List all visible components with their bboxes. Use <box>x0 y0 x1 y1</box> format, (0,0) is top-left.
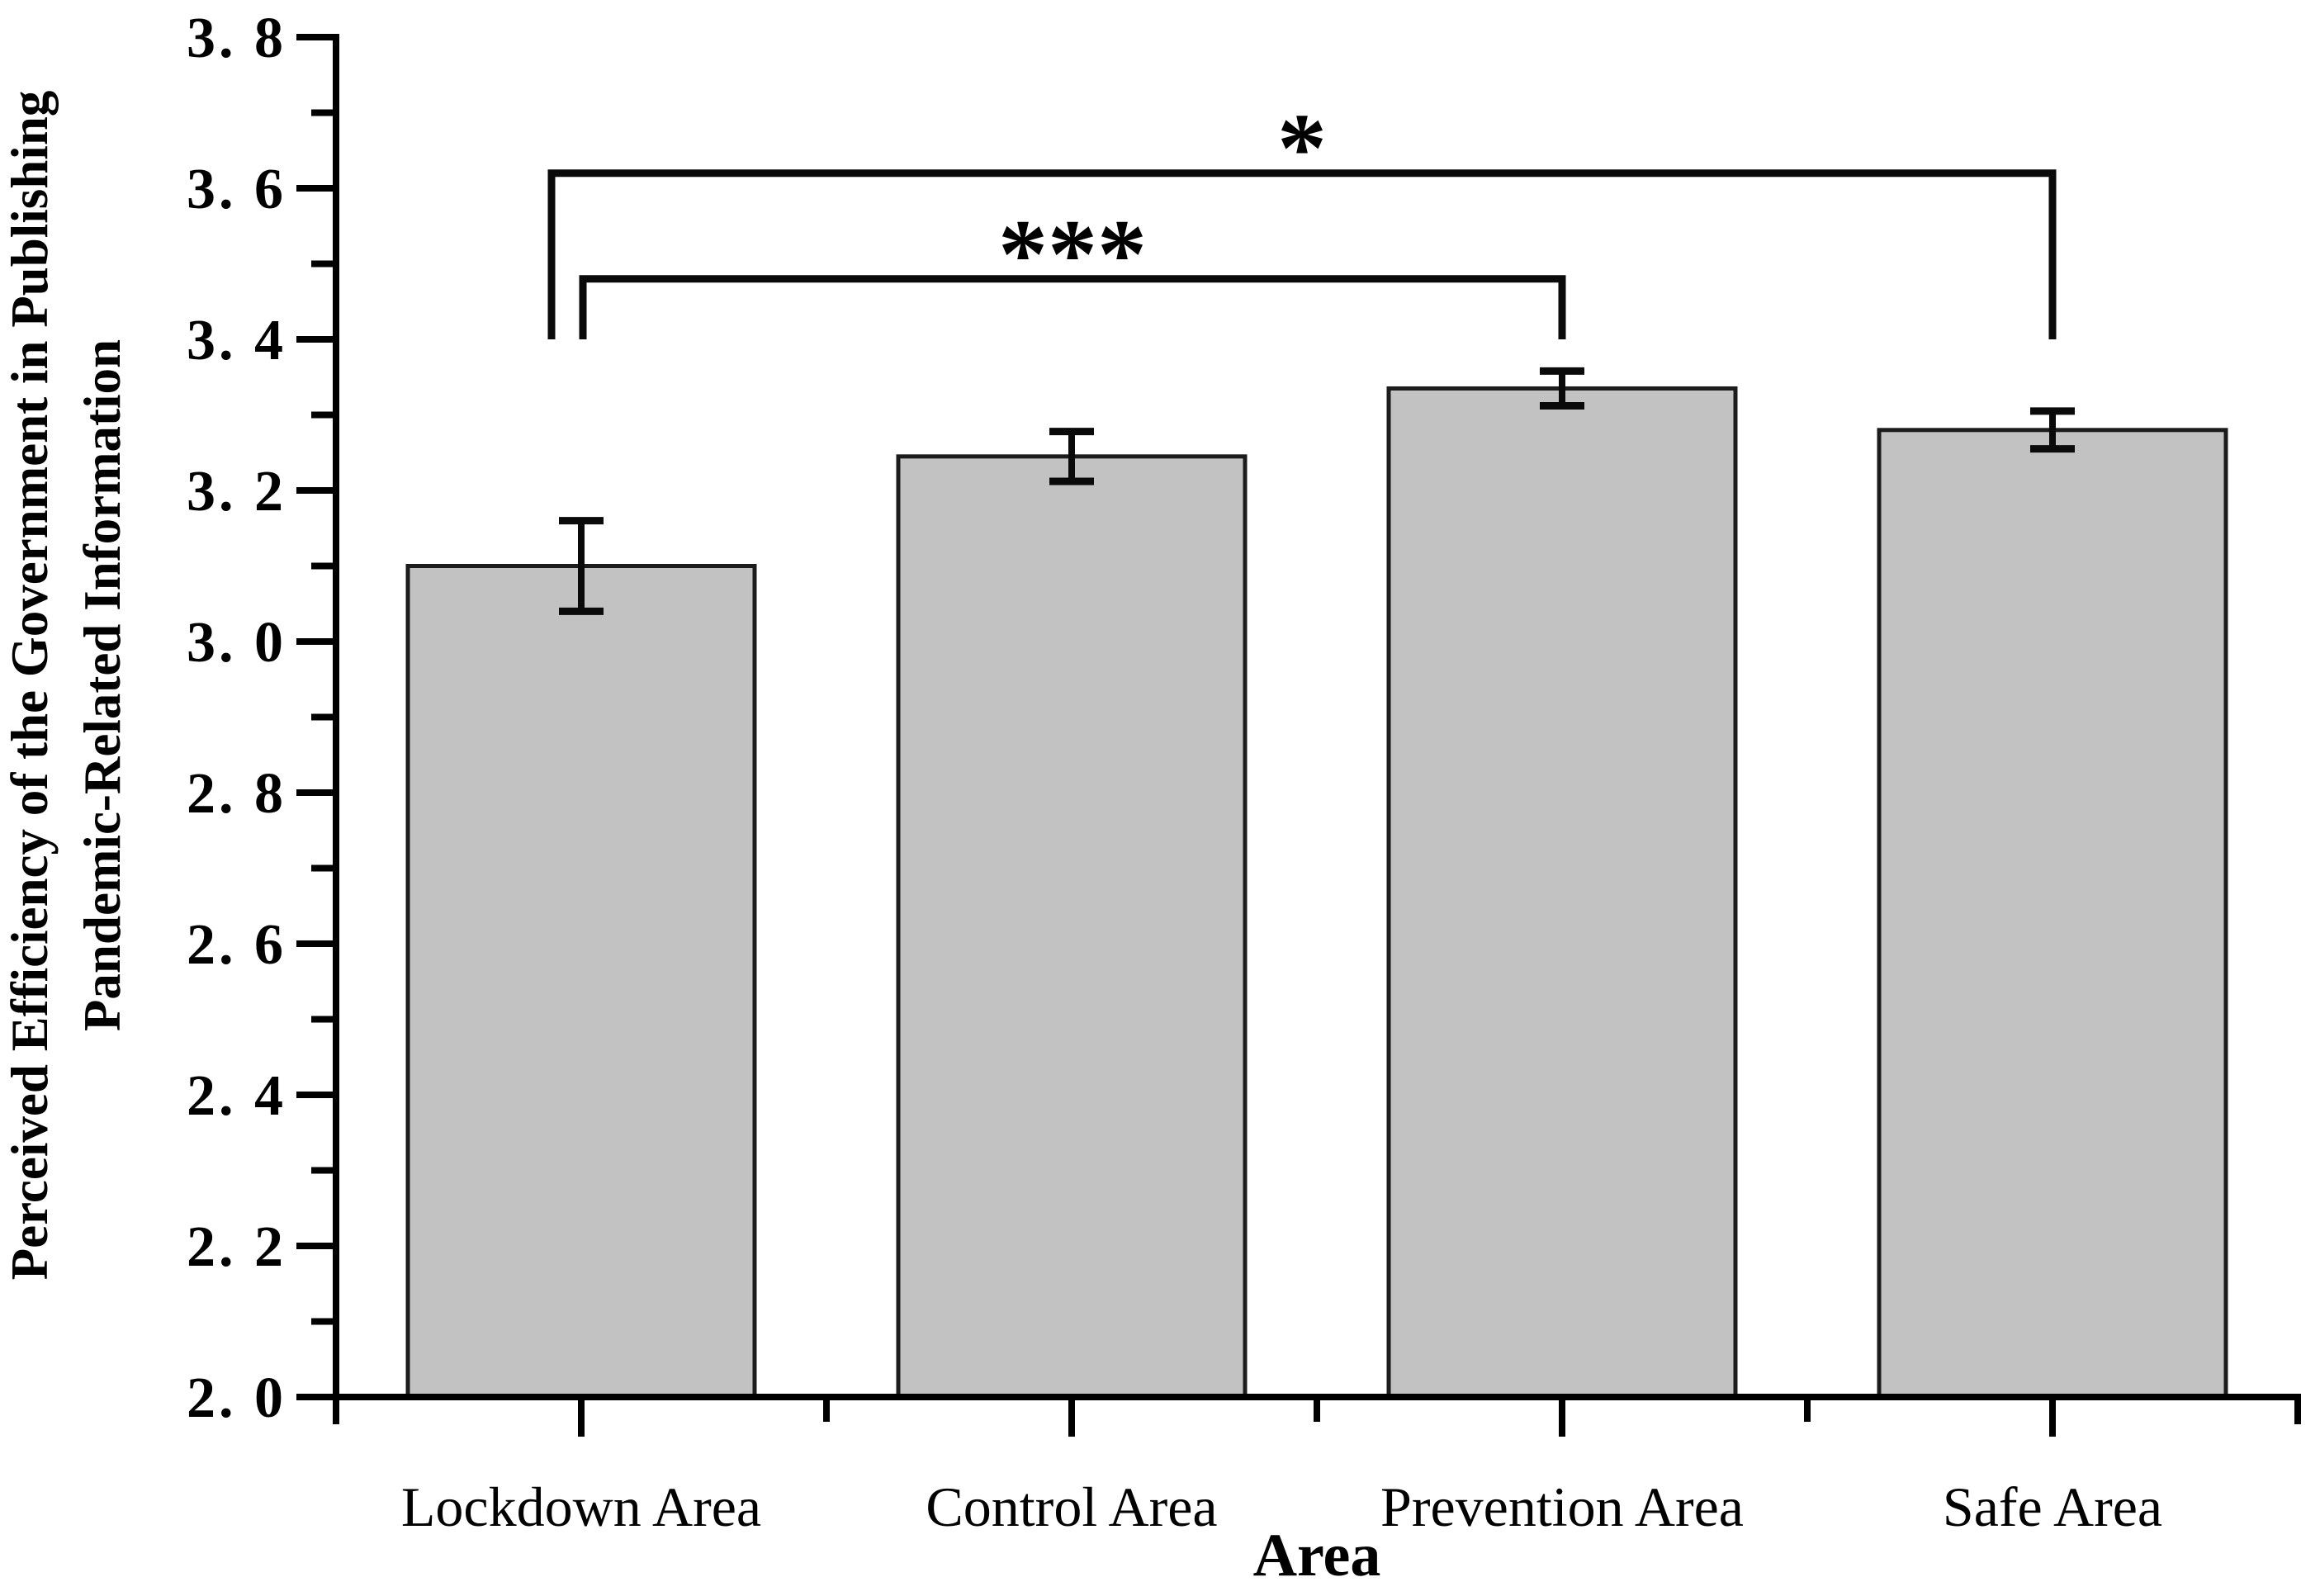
y-tick-label: 3. 6 <box>187 158 286 221</box>
error-bar-safe-area <box>2030 407 2075 453</box>
y-axis-label-line2: Pandemic-Related Information <box>73 339 131 1031</box>
y-tick-label: 2. 4 <box>187 1064 286 1128</box>
bar-safe-area <box>1877 428 2228 1399</box>
error-bar-lockdown-area <box>559 517 604 615</box>
y-tick-label: 2. 2 <box>187 1215 286 1279</box>
bar-control-area <box>896 454 1248 1399</box>
y-tick-label: 2. 0 <box>187 1366 286 1430</box>
error-bars-layer <box>559 367 2075 615</box>
y-axis-label-line1: Perceived Efficiency of the Government i… <box>1 91 59 1281</box>
bar-prevention-area <box>1386 386 1738 1399</box>
y-tick-label: 2. 8 <box>187 762 286 826</box>
x-category-label-lockdown-area: Lockdown Area <box>401 1475 761 1538</box>
axes-layer: 2. 0 2. 2 2. 4 2. 6 2. 8 3. 0 3. 2 3. 4 3. 6 3. 8… <box>187 7 2301 1538</box>
bars-layer <box>405 386 2228 1399</box>
y-tick-label: 3. 8 <box>187 7 286 70</box>
significance-label: * <box>1277 93 1327 203</box>
y-tick-label: 3. 4 <box>187 309 286 372</box>
y-tick-label: 3. 0 <box>187 611 286 675</box>
x-category-label-safe-area: Safe Area <box>1943 1475 2162 1538</box>
y-tick-label: 2. 6 <box>187 913 286 977</box>
y-tick-label: 3. 2 <box>187 460 286 523</box>
significance-bracket-lockdown-area-to-safe-area <box>547 169 2057 339</box>
error-bar-prevention-area <box>1540 367 1584 410</box>
significance-bracket-lockdown-area-to-prevention-area <box>579 275 1566 339</box>
x-category-label-prevention-area: Prevention Area <box>1380 1475 1744 1538</box>
error-bar-control-area <box>1049 428 1094 485</box>
x-axis-title: Area <box>1253 1522 1381 1589</box>
bar-lockdown-area <box>405 564 757 1399</box>
significance-brackets-layer: **** <box>547 93 2057 339</box>
x-category-label-control-area: Control Area <box>926 1475 1217 1538</box>
significance-label: *** <box>998 199 1147 309</box>
